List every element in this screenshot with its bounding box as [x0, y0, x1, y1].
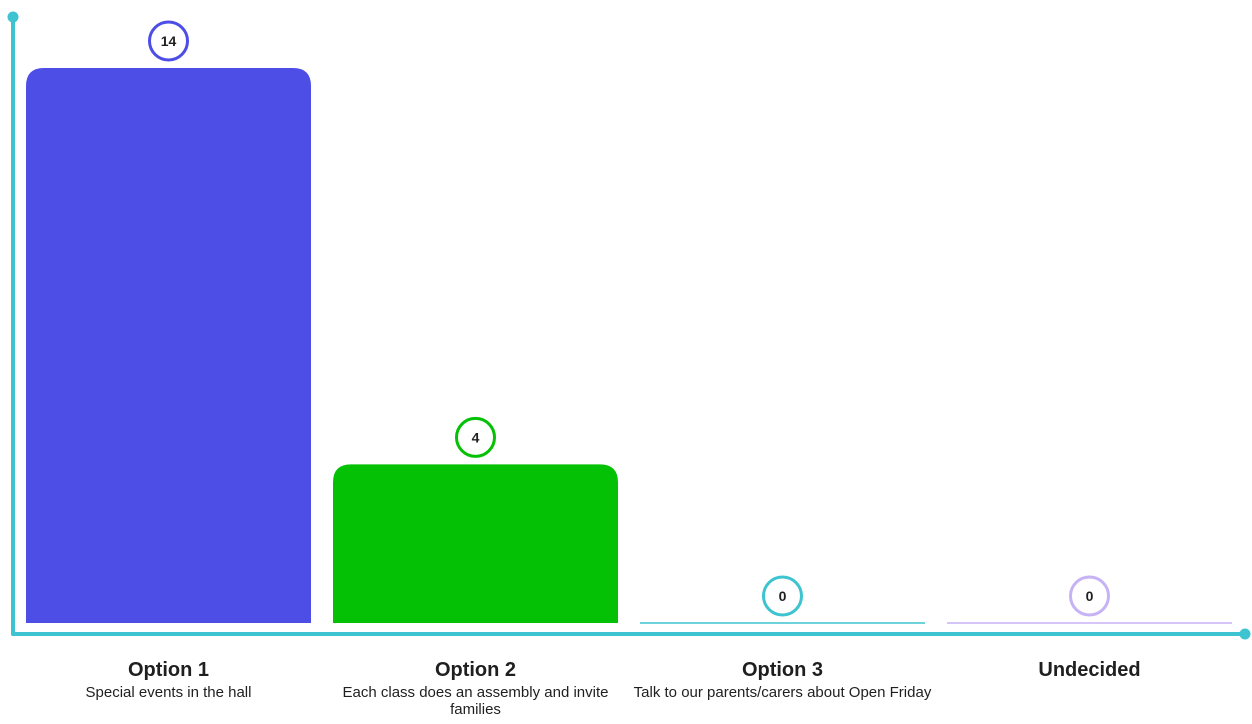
data-label-option-2: 4 — [472, 429, 480, 445]
category-subtitle: Talk to our parents/carers about Open Fr… — [633, 684, 932, 701]
bar-option-1 — [26, 68, 311, 623]
value-badge-option-2 — [455, 416, 496, 458]
category-label-option-2: Option 2 Each class does an assembly and… — [326, 658, 626, 718]
category-label-option-3: Option 3 Talk to our parents/carers abou… — [633, 658, 933, 701]
category-title: Option 3 — [741, 659, 824, 681]
value-badge-undecided — [1069, 575, 1110, 617]
data-label-option-3: 0 — [779, 588, 787, 604]
data-label-undecided: 0 — [1086, 588, 1094, 604]
category-title: Option 2 — [434, 659, 517, 681]
bar-option-2 — [333, 464, 618, 623]
category-title: Undecided — [1038, 659, 1141, 681]
category-title: Option 1 — [127, 659, 210, 681]
bars-group: 14 4 0 0 — [26, 20, 1232, 624]
category-subtitle: Special events in the hall — [85, 684, 252, 701]
x-axis-end-dot — [1239, 628, 1251, 640]
data-label-option-1: 14 — [161, 33, 177, 49]
value-badge-option-1 — [148, 20, 189, 62]
category-label-undecided: Undecided — [940, 658, 1240, 684]
value-badge-option-3 — [762, 575, 803, 617]
category-subtitle: Each class does an assembly and invite f… — [342, 684, 609, 718]
category-label-option-1: Option 1 Special events in the hall — [19, 658, 319, 701]
y-axis-end-dot — [7, 11, 19, 23]
